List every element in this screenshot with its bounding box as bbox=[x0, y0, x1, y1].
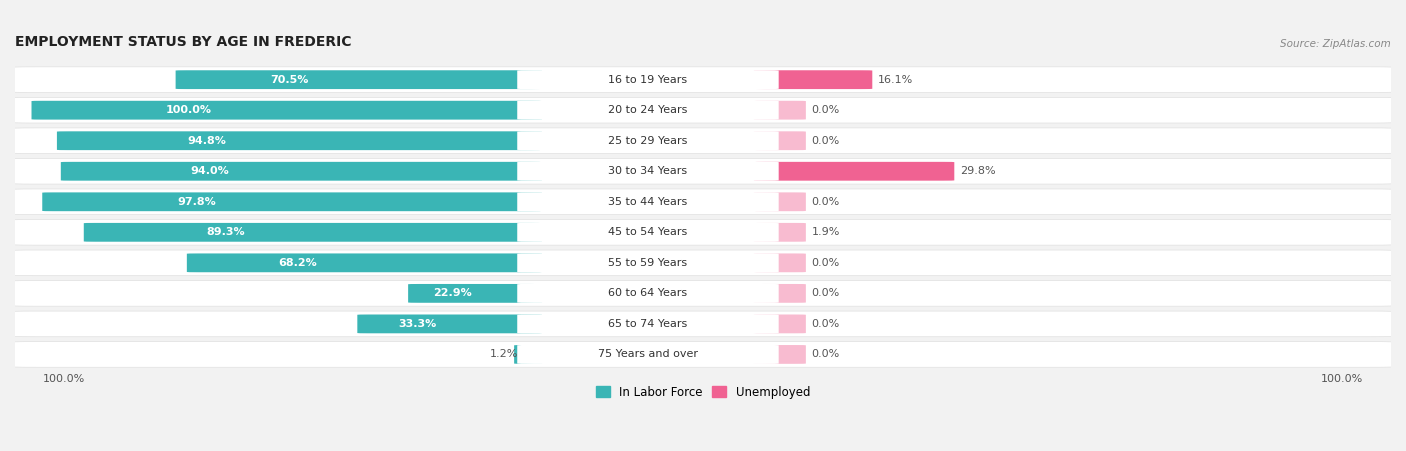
Text: 100.0%: 100.0% bbox=[42, 374, 84, 384]
FancyBboxPatch shape bbox=[8, 341, 1398, 367]
Text: 0.0%: 0.0% bbox=[811, 197, 839, 207]
FancyBboxPatch shape bbox=[8, 281, 1398, 306]
Legend: In Labor Force, Unemployed: In Labor Force, Unemployed bbox=[591, 381, 815, 404]
Text: 65 to 74 Years: 65 to 74 Years bbox=[609, 319, 688, 329]
FancyBboxPatch shape bbox=[8, 67, 1398, 92]
Text: 0.0%: 0.0% bbox=[811, 319, 839, 329]
Text: 100.0%: 100.0% bbox=[166, 105, 212, 115]
Text: 0.0%: 0.0% bbox=[811, 288, 839, 299]
Text: 1.9%: 1.9% bbox=[811, 227, 839, 237]
Text: 89.3%: 89.3% bbox=[207, 227, 245, 237]
FancyBboxPatch shape bbox=[754, 253, 806, 272]
Text: 0.0%: 0.0% bbox=[811, 136, 839, 146]
FancyBboxPatch shape bbox=[754, 345, 806, 364]
Text: 75 Years and over: 75 Years and over bbox=[598, 350, 697, 359]
Text: EMPLOYMENT STATUS BY AGE IN FREDERIC: EMPLOYMENT STATUS BY AGE IN FREDERIC bbox=[15, 35, 352, 49]
FancyBboxPatch shape bbox=[517, 70, 779, 89]
FancyBboxPatch shape bbox=[754, 284, 806, 303]
FancyBboxPatch shape bbox=[31, 101, 541, 120]
FancyBboxPatch shape bbox=[408, 284, 541, 303]
FancyBboxPatch shape bbox=[754, 223, 806, 242]
FancyBboxPatch shape bbox=[517, 345, 779, 364]
FancyBboxPatch shape bbox=[754, 131, 806, 150]
FancyBboxPatch shape bbox=[517, 131, 779, 150]
FancyBboxPatch shape bbox=[517, 162, 779, 181]
Text: 0.0%: 0.0% bbox=[811, 350, 839, 359]
FancyBboxPatch shape bbox=[754, 193, 806, 211]
FancyBboxPatch shape bbox=[517, 284, 779, 303]
FancyBboxPatch shape bbox=[8, 250, 1398, 276]
Text: 55 to 59 Years: 55 to 59 Years bbox=[609, 258, 688, 268]
Text: 35 to 44 Years: 35 to 44 Years bbox=[609, 197, 688, 207]
Text: 1.2%: 1.2% bbox=[489, 350, 519, 359]
FancyBboxPatch shape bbox=[8, 128, 1398, 153]
FancyBboxPatch shape bbox=[42, 193, 541, 211]
FancyBboxPatch shape bbox=[754, 101, 806, 120]
Text: 97.8%: 97.8% bbox=[177, 197, 217, 207]
Text: 20 to 24 Years: 20 to 24 Years bbox=[609, 105, 688, 115]
FancyBboxPatch shape bbox=[56, 131, 541, 150]
FancyBboxPatch shape bbox=[8, 158, 1398, 184]
FancyBboxPatch shape bbox=[754, 314, 806, 333]
FancyBboxPatch shape bbox=[60, 162, 541, 181]
FancyBboxPatch shape bbox=[517, 314, 779, 333]
Text: 60 to 64 Years: 60 to 64 Years bbox=[609, 288, 688, 299]
Text: 94.0%: 94.0% bbox=[190, 166, 229, 176]
FancyBboxPatch shape bbox=[515, 345, 541, 364]
Text: 0.0%: 0.0% bbox=[811, 258, 839, 268]
Text: 100.0%: 100.0% bbox=[1322, 374, 1364, 384]
FancyBboxPatch shape bbox=[754, 70, 872, 89]
FancyBboxPatch shape bbox=[357, 314, 541, 333]
Text: 45 to 54 Years: 45 to 54 Years bbox=[609, 227, 688, 237]
FancyBboxPatch shape bbox=[8, 220, 1398, 245]
FancyBboxPatch shape bbox=[517, 223, 779, 242]
FancyBboxPatch shape bbox=[517, 192, 779, 212]
Text: 70.5%: 70.5% bbox=[271, 75, 309, 85]
Text: 94.8%: 94.8% bbox=[187, 136, 226, 146]
FancyBboxPatch shape bbox=[517, 101, 779, 120]
Text: 16.1%: 16.1% bbox=[877, 75, 912, 85]
Text: Source: ZipAtlas.com: Source: ZipAtlas.com bbox=[1281, 39, 1391, 49]
FancyBboxPatch shape bbox=[8, 311, 1398, 337]
FancyBboxPatch shape bbox=[187, 253, 541, 272]
FancyBboxPatch shape bbox=[8, 189, 1398, 215]
Text: 33.3%: 33.3% bbox=[398, 319, 436, 329]
Text: 29.8%: 29.8% bbox=[960, 166, 995, 176]
Text: 16 to 19 Years: 16 to 19 Years bbox=[609, 75, 688, 85]
Text: 25 to 29 Years: 25 to 29 Years bbox=[609, 136, 688, 146]
FancyBboxPatch shape bbox=[517, 253, 779, 272]
Text: 0.0%: 0.0% bbox=[811, 105, 839, 115]
Text: 30 to 34 Years: 30 to 34 Years bbox=[609, 166, 688, 176]
FancyBboxPatch shape bbox=[176, 70, 541, 89]
FancyBboxPatch shape bbox=[84, 223, 541, 242]
FancyBboxPatch shape bbox=[8, 97, 1398, 123]
Text: 22.9%: 22.9% bbox=[433, 288, 472, 299]
FancyBboxPatch shape bbox=[754, 162, 955, 181]
Text: 68.2%: 68.2% bbox=[278, 258, 318, 268]
